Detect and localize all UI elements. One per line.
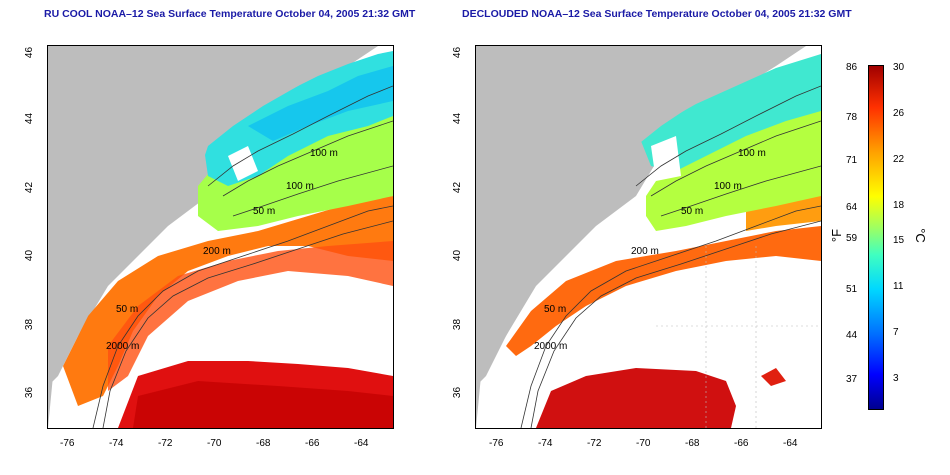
unit-fahrenheit-label: °F [829,228,845,243]
land-area [476,46,776,386]
gulf-water-cyan [641,54,821,171]
left-map-graphic [48,46,393,428]
celsius-label: 7 [893,327,899,338]
celsius-label: 15 [893,235,905,246]
contour-label: 2000 m [106,341,140,352]
x-tick-label: -76 [489,438,504,449]
y-tick-label: 42 [24,181,36,194]
left-panel-title: RU COOL NOAA–12 Sea Surface Temperature … [44,8,416,20]
contour-label: 50 m [544,304,567,315]
y-tick-label: 46 [452,46,464,59]
contour-label: 50 m [116,304,139,315]
temperature-colorbar [868,65,884,410]
x-tick-label: -64 [783,438,798,449]
fahrenheit-label: 37 [846,374,858,385]
x-tick-label: -64 [354,438,369,449]
y-tick-label: 38 [24,318,36,331]
fahrenheit-label: 64 [846,202,858,213]
unit-celsius-label: °C [912,228,928,243]
fahrenheit-label: 78 [846,112,858,123]
y-tick-label: 44 [452,112,464,125]
contour-label: 50 m [681,206,704,217]
warm-water-south [536,368,736,428]
contour-label: 100 m [286,181,314,192]
bathymetry-contours [92,85,393,428]
land-area [48,46,348,386]
x-tick-label: -76 [60,438,75,449]
x-tick-label: -72 [158,438,173,449]
celsius-label: 26 [893,108,905,119]
bathymetry-contours [520,85,821,428]
x-tick-label: -68 [685,438,700,449]
x-tick-label: -70 [207,438,222,449]
celsius-label: 30 [893,62,905,73]
fahrenheit-label: 51 [846,284,858,295]
celsius-label: 3 [893,373,899,384]
x-tick-label: -74 [109,438,124,449]
right-panel-title: DECLOUDED NOAA–12 Sea Surface Temperatur… [462,8,852,20]
x-tick-label: -66 [305,438,320,449]
y-tick-label: 46 [24,46,36,59]
fahrenheit-label: 44 [846,330,858,341]
x-tick-label: -72 [587,438,602,449]
x-tick-label: -68 [256,438,271,449]
y-tick-label: 40 [452,249,464,262]
y-tick-label: 42 [452,181,464,194]
contour-label: 50 m [253,206,276,217]
x-tick-label: -74 [538,438,553,449]
left-sst-map: 100 m 100 m 50 m 200 m 50 m 2000 m [47,45,394,429]
y-tick-label: 36 [24,386,36,399]
x-tick-label: -66 [734,438,749,449]
celsius-label: 11 [893,281,904,292]
contour-label: 100 m [310,148,338,159]
y-tick-label: 40 [24,249,36,262]
x-tick-label: -70 [636,438,651,449]
shelf-water-orange [63,196,393,406]
y-tick-label: 44 [24,112,36,125]
celsius-label: 18 [893,200,905,211]
fahrenheit-label: 59 [846,233,858,244]
shelf-water-orange [506,226,821,356]
fahrenheit-label: 71 [846,155,858,166]
contour-label: 100 m [738,148,766,159]
contour-label: 2000 m [534,341,568,352]
right-sst-map: 100 m 100 m 50 m 200 m 50 m 2000 m [475,45,822,429]
grid-lines [656,246,821,428]
celsius-label: 22 [893,154,905,165]
y-tick-label: 38 [452,318,464,331]
contour-label: 200 m [631,246,659,257]
contour-label: 200 m [203,246,231,257]
contour-label: 100 m [714,181,742,192]
y-tick-label: 36 [452,386,464,399]
fahrenheit-label: 86 [846,62,858,73]
right-map-graphic [476,46,821,428]
